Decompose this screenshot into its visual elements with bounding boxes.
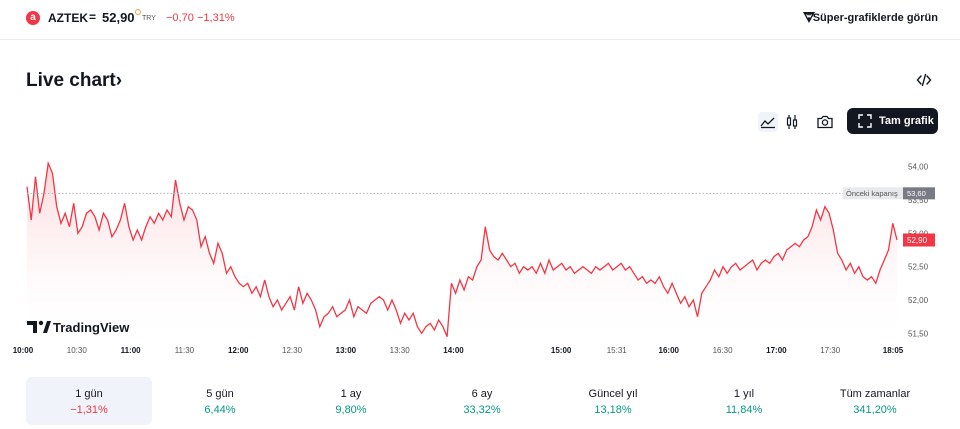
x-tick-label: 16:00 — [659, 346, 680, 355]
period-button[interactable]: 1 gün −1,31% — [26, 377, 152, 425]
price-line — [26, 160, 898, 337]
period-label: 5 gün — [206, 388, 234, 400]
y-tick-label: 51,50 — [908, 329, 929, 338]
ticker-symbol[interactable]: AZTEK — [48, 11, 88, 25]
period-label: 1 yıl — [733, 388, 755, 400]
x-tick-label: 12:30 — [282, 346, 303, 355]
x-tick-label: 16:30 — [713, 346, 734, 355]
x-tick-label: 10:30 — [67, 346, 88, 355]
fullscreen-icon — [858, 114, 872, 128]
period-return: 11,84% — [725, 404, 763, 416]
market-status-icon — [135, 9, 141, 15]
symbol-header: a AZTEK = 52,90 TRY −0,70 −1,31% Süper-g… — [0, 0, 960, 40]
price-change-percent: −1,31% — [197, 12, 235, 24]
live-chart-title[interactable]: Live chart› — [26, 70, 123, 91]
full-chart-button[interactable]: Tam grafik — [847, 108, 938, 134]
period-selector: 1 gün −1,31% 5 gün 6,44% 1 ay 9,80% 6 ay 33,32%… — [26, 377, 938, 425]
period-button[interactable]: 1 ay 9,80% — [288, 377, 414, 425]
period-return: −1,31% — [70, 404, 108, 416]
period-return: 13,18% — [594, 404, 632, 416]
period-button[interactable]: 5 gün 6,44% — [157, 377, 283, 425]
price-area-fill — [27, 163, 897, 340]
super-charts-icon[interactable] — [802, 11, 816, 24]
x-tick-label: 10:00 — [13, 346, 34, 355]
equals-separator: = — [89, 10, 97, 24]
period-return: 33,32% — [463, 404, 501, 416]
price-change: −0,70 — [166, 12, 194, 24]
candlestick-icon[interactable] — [782, 112, 802, 132]
last-price: 52,90 — [102, 10, 135, 25]
x-tick-label: 11:30 — [175, 346, 195, 355]
period-label: 1 ay — [340, 388, 362, 400]
last-price-value: 52,90 — [907, 236, 928, 245]
y-tick-label: 53,50 — [908, 196, 929, 205]
x-tick-label: 11:00 — [121, 346, 142, 355]
x-tick-label: 17:00 — [766, 346, 787, 355]
embed-code-icon[interactable] — [916, 72, 932, 88]
super-charts-link[interactable]: Süper-grafiklerde görün — [812, 12, 938, 24]
full-chart-label: Tam grafik — [879, 115, 934, 127]
x-tick-label: 15:31 — [607, 346, 628, 355]
x-tick-label: 17:30 — [820, 346, 841, 355]
period-label: 6 ay — [471, 388, 493, 400]
camera-icon[interactable] — [815, 112, 835, 132]
x-tick-label: 14:00 — [443, 346, 464, 355]
period-button[interactable]: 1 yıl 11,84% — [681, 377, 807, 425]
tradingview-logo-icon — [27, 321, 37, 333]
x-tick-label: 13:00 — [336, 346, 357, 355]
period-return: 9,80% — [335, 404, 367, 416]
period-label: 1 gün — [75, 388, 103, 400]
previous-close-label: Önceki kapanış — [846, 189, 898, 198]
period-return: 6,44% — [204, 404, 236, 416]
y-tick-label: 52,50 — [908, 263, 929, 272]
period-label: Tüm zamanlar — [839, 388, 911, 400]
tradingview-watermark[interactable]: TradingView — [27, 320, 130, 335]
previous-close-tag: Önceki kapanış 53,60 — [843, 187, 935, 200]
x-tick-label: 15:00 — [551, 346, 572, 355]
period-return: 341,20% — [853, 404, 897, 416]
area-chart-icon[interactable] — [758, 112, 778, 132]
y-tick-label: 54,00 — [908, 163, 929, 172]
y-tick-label: 52,00 — [908, 296, 929, 305]
currency-label: TRY — [142, 15, 156, 22]
period-label: Güncel yıl — [588, 388, 638, 400]
x-tick-label: 18:05 — [883, 346, 904, 355]
previous-close-value: 53,60 — [907, 189, 926, 198]
period-button[interactable]: Tüm zamanlar 341,20% — [812, 377, 938, 425]
last-price-tag: 52,90 — [903, 233, 935, 247]
period-button[interactable]: 6 ay 33,32% — [419, 377, 545, 425]
period-button[interactable]: Güncel yıl 13,18% — [550, 377, 676, 425]
tradingview-wordmark: TradingView — [53, 320, 130, 335]
x-tick-label: 13:30 — [390, 346, 411, 355]
company-logo[interactable]: a — [26, 11, 40, 25]
x-tick-label: 12:00 — [228, 346, 249, 355]
